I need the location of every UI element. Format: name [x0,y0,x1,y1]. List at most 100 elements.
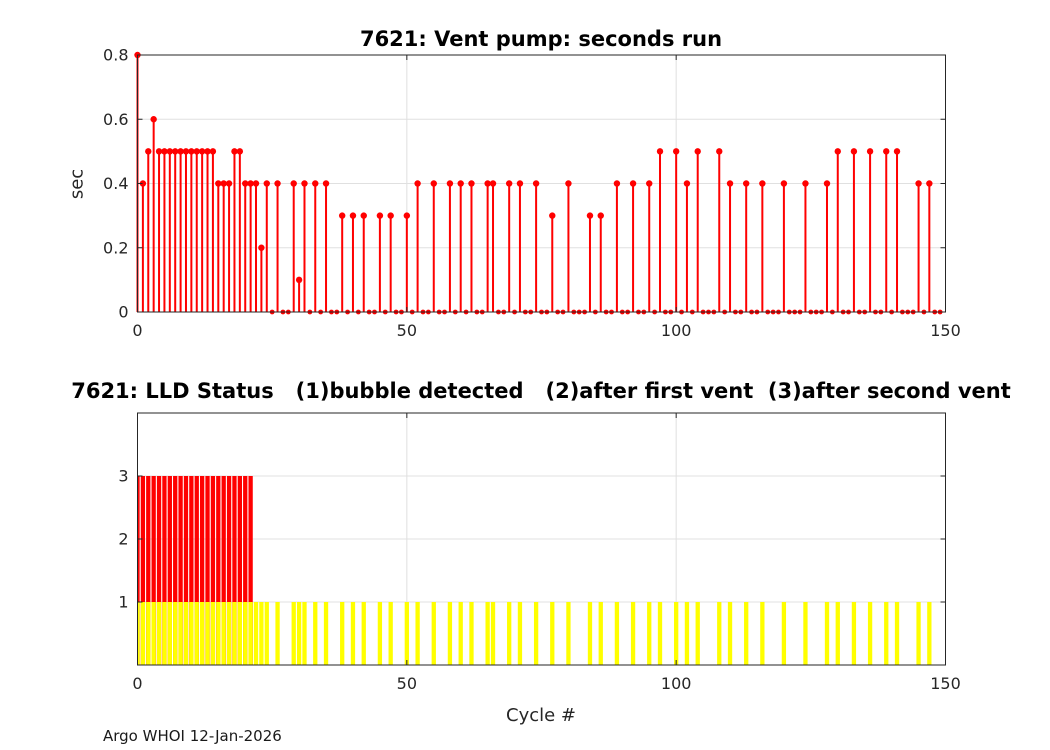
bar [189,476,194,665]
stem-marker [866,148,874,155]
stem-marker [926,180,933,187]
bar [140,476,146,665]
stem-marker [209,148,217,155]
stem-marker [834,148,841,155]
bar [137,476,140,665]
bar [221,476,226,665]
stem-marker [204,148,211,155]
y-tick-label: 2 [118,530,128,549]
bar [566,602,571,665]
stem-marker [586,212,594,219]
stem-marker [683,180,691,187]
stem-marker [446,180,454,187]
bar [259,602,264,665]
bar [162,476,167,665]
stem-marker [301,180,308,187]
stem-marker [915,180,922,187]
bar [167,602,172,665]
bar [156,476,162,665]
stem-marker [850,148,858,155]
lld-status-bar-chart: 0 50 100 150 1 2 3 [118,412,961,693]
bar [630,602,636,665]
bar [447,602,453,665]
bar [199,602,205,665]
stem-marker [252,180,260,187]
x-tick-label: 50 [397,321,417,340]
axes-frame: 0 50 100 150 0 0.2 0.4 0.6 0.8 [103,46,961,341]
stem-marker [150,116,157,123]
bar [173,476,178,665]
bar [415,602,420,665]
bar [248,476,253,665]
bar [302,602,307,665]
bar [313,602,318,665]
bar [916,602,921,665]
bar [173,602,178,665]
bar [533,602,539,665]
bar [226,476,232,665]
stem-marker [726,180,734,187]
y-tick-label: 0 [118,303,128,322]
stem-marker [360,212,367,219]
bar [194,602,199,665]
bar [253,602,259,665]
bar [361,602,366,665]
stem-marker [349,212,357,219]
stem-marker [322,180,330,187]
y-tick-label: 0.2 [103,238,128,257]
stem-marker [823,180,831,187]
stem-marker [468,180,475,187]
stem-marker [225,180,233,187]
bar [243,602,248,665]
x-axis-label: Cycle # [506,705,576,726]
stem-marker [242,180,249,187]
stem-marker [387,212,394,219]
bar [237,476,242,665]
y-tick-label: 0.6 [103,110,128,129]
bar [137,602,140,665]
bar [296,602,302,665]
bar [490,602,496,665]
bar [657,602,663,665]
stem-marker [295,276,303,284]
stem-marker [172,148,179,155]
stem-marker [629,180,637,187]
top-chart-title: 7621: Vent pump: seconds run [359,27,723,51]
stem-marker [893,148,901,155]
bar [178,602,183,665]
stem-marker [145,148,152,155]
y-tick-label: 0.4 [103,174,128,193]
stem-marker [716,148,723,155]
stem-marker [489,180,497,187]
bar [851,602,857,665]
bar [205,476,210,665]
bottom-chart-title: 7621: LLD Status (1)bubble detected (2)a… [71,379,1011,403]
bar [156,602,162,665]
bar-series-lld-status-bubble-detected [137,602,932,665]
stem-marker [188,148,195,155]
stem-marker [161,148,168,155]
stem-marker [802,180,809,187]
bar [717,602,722,665]
bar [803,602,808,665]
bar [199,476,205,665]
stem-marker [565,180,572,187]
bar [323,602,329,665]
stem-marker [613,180,621,187]
bar [151,602,156,665]
bar-series-lld-status-after-vents [137,476,253,665]
bar [216,602,221,665]
vent-pump-stem-chart: 0 50 100 150 0 0.2 0.4 0.6 0.8 [103,46,961,341]
stem-marker [215,180,222,187]
bar [216,476,221,665]
x-tick-label: 150 [930,674,961,693]
bar [744,602,749,665]
bar [350,602,356,665]
x-tick-label: 150 [930,321,961,340]
stem-marker [258,244,265,251]
stem-marker [193,148,200,155]
bar [404,602,409,665]
stem-marker [155,148,163,155]
bar [824,602,830,665]
bar [550,602,555,665]
